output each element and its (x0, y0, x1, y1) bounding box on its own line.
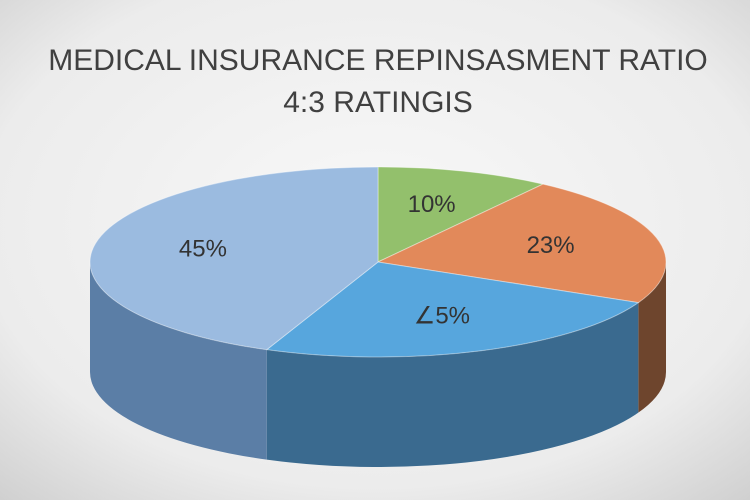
slice-side (266, 302, 639, 468)
pie-sides (90, 262, 666, 468)
slice-side (90, 262, 267, 460)
data-label: 23% (527, 232, 575, 259)
data-label: ∠5% (414, 302, 470, 329)
slice (377, 166, 545, 263)
slice-side (638, 262, 666, 413)
data-label: 10% (408, 191, 456, 218)
data-labels: 10% 23% ∠5% 45% (179, 191, 575, 329)
slice (265, 261, 640, 358)
slice (89, 166, 379, 351)
chart-subtitle: 4:3 RATINGIS (283, 86, 473, 119)
chart-title: MEDICAL INSURANCE REPINSASMENT RATIO (48, 44, 708, 77)
pie-tops (89, 166, 667, 358)
slice (376, 183, 667, 304)
data-label: 45% (179, 236, 227, 263)
